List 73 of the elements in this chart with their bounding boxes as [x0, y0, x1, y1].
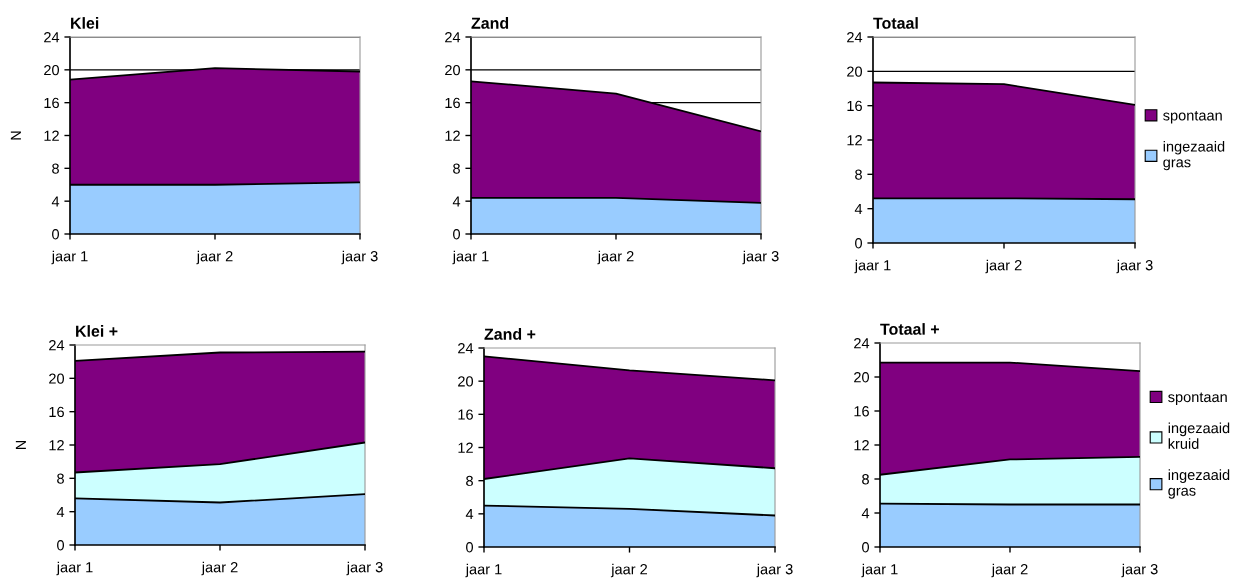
- y-tick-label: 0: [57, 540, 65, 551]
- y-tick-label: 20: [847, 66, 863, 77]
- y-axis-title: N: [15, 440, 26, 450]
- legend-label: spontaan: [1168, 392, 1227, 406]
- legend-label: ingezaaid kruid: [1168, 422, 1230, 449]
- x-tick-label: jaar 3: [1116, 259, 1153, 274]
- y-tick-label: 24: [49, 340, 65, 351]
- y-tick-label: 4: [861, 508, 870, 519]
- y-tick-label: 4: [51, 196, 60, 207]
- y-tick-label: 0: [52, 229, 60, 240]
- chart-title: Klei: [71, 17, 99, 29]
- y-tick-label: 16: [49, 406, 64, 418]
- y-tick-label: 24: [44, 32, 60, 43]
- x-tick-label: jaar 3: [742, 250, 779, 265]
- x-tick-label: jaar 1: [465, 563, 502, 578]
- x-tick-label: jaar 2: [985, 259, 1022, 274]
- y-tick-label: 12: [49, 440, 64, 451]
- x-tick-label: jaar 3: [1121, 563, 1158, 578]
- y-tick-label: 8: [57, 473, 64, 484]
- y-tick-label: 8: [862, 474, 869, 485]
- y-tick-label: 4: [854, 203, 863, 214]
- x-tick-label: jaar 3: [346, 561, 383, 576]
- y-tick-label: 24: [458, 343, 474, 354]
- y-tick-label: 4: [56, 506, 65, 517]
- y-tick-label: 8: [466, 475, 473, 487]
- legend-label: ingezaaid gras: [1163, 140, 1225, 171]
- y-tick-label: 8: [453, 163, 460, 174]
- x-tick-label: jaar 3: [341, 250, 378, 265]
- y-tick-label: 16: [847, 100, 862, 112]
- x-tick-label: jaar 1: [56, 561, 93, 576]
- y-tick-label: 16: [445, 97, 460, 109]
- chart-title: Zand: [471, 17, 509, 29]
- y-tick-label: 12: [847, 135, 862, 146]
- chart-title: Totaal +: [880, 323, 939, 335]
- y-tick-label: 0: [453, 229, 461, 240]
- y-tick-label: 16: [44, 97, 59, 109]
- y-tick-label: 0: [862, 542, 870, 553]
- x-tick-label: jaar 2: [597, 250, 634, 265]
- chart-title: Klei +: [76, 325, 118, 337]
- y-tick-label: 8: [855, 169, 862, 180]
- y-tick-label: 20: [44, 64, 60, 76]
- y-tick-label: 12: [44, 130, 59, 141]
- y-tick-label: 4: [465, 509, 474, 520]
- y-tick-label: 12: [854, 440, 869, 451]
- y-tick-label: 16: [854, 406, 869, 417]
- x-tick-label: jaar 1: [452, 250, 489, 265]
- y-tick-label: 24: [847, 32, 863, 43]
- x-tick-label: jaar 1: [854, 259, 891, 274]
- y-tick-label: 24: [854, 338, 870, 349]
- legend-label: ingezaaid gras: [1168, 469, 1230, 499]
- y-tick-label: 20: [49, 373, 65, 384]
- x-tick-label: jaar 1: [861, 563, 898, 578]
- x-tick-label: jaar 3: [756, 563, 793, 578]
- y-tick-label: 24: [445, 32, 461, 43]
- x-tick-label: jaar 1: [51, 250, 88, 265]
- x-tick-label: jaar 2: [991, 563, 1028, 578]
- y-tick-label: 8: [52, 163, 59, 174]
- y-tick-label: 0: [855, 238, 863, 249]
- x-tick-label: jaar 2: [201, 561, 238, 576]
- chart-title: Totaal: [873, 17, 918, 29]
- y-tick-label: 20: [445, 64, 461, 76]
- chart-title: Zand +: [484, 328, 536, 340]
- x-tick-label: jaar 2: [610, 563, 648, 578]
- y-tick-label: 0: [466, 542, 474, 553]
- y-tick-label: 20: [854, 372, 870, 383]
- y-tick-label: 12: [458, 442, 473, 453]
- x-tick-label: jaar 2: [196, 250, 233, 265]
- y-tick-label: 12: [445, 130, 460, 141]
- y-tick-label: 16: [458, 409, 473, 420]
- y-tick-label: 20: [458, 376, 474, 387]
- legend-label: spontaan: [1163, 110, 1222, 124]
- y-axis-title: N: [10, 131, 21, 140]
- y-tick-label: 4: [452, 196, 461, 207]
